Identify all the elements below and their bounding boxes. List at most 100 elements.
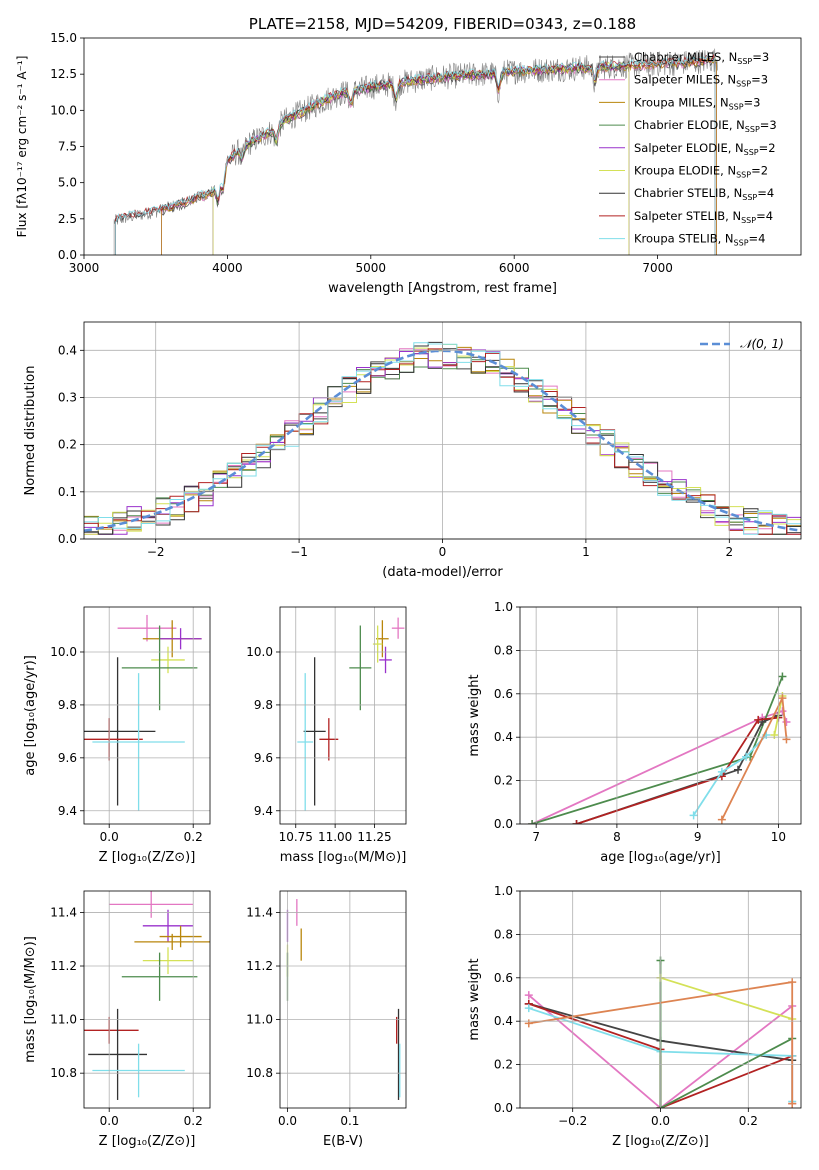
plus-marker xyxy=(788,1099,797,1108)
plus-marker xyxy=(778,672,787,681)
y-tick-label: 9.8 xyxy=(58,698,77,712)
y-tick-label: 12.5 xyxy=(50,67,77,81)
y-axis-label: Flux [fλ10⁻¹⁷ erg cm⁻² s⁻¹ A⁻¹] xyxy=(15,56,29,238)
x-tick-label: 0.0 xyxy=(278,1114,297,1128)
x-tick-label: 9 xyxy=(694,830,702,844)
axes-frame xyxy=(519,606,802,825)
legend-entry-nssp: , N xyxy=(720,164,736,178)
model-spectrum-chabrier-elodie xyxy=(212,62,630,255)
x-axis-label: (data-model)/error xyxy=(382,565,503,580)
axes-frame xyxy=(279,606,407,825)
y-tick-label: 0.4 xyxy=(58,343,77,357)
x-tick-label: 0.2 xyxy=(184,830,203,844)
model-spectrum-kroupa-elodie xyxy=(212,61,630,255)
errorbar-point xyxy=(88,1008,147,1100)
legend-entry-name: Salpeter ELODIE xyxy=(634,141,728,155)
legend-nssp-value: =2 xyxy=(751,164,768,178)
x-tick-label: 0.2 xyxy=(739,1114,758,1128)
axes-frame xyxy=(83,37,802,256)
plot-area xyxy=(84,341,801,535)
y-tick-label: 10.0 xyxy=(50,103,77,117)
legend-entry: Salpeter MILES, NSSP=3 xyxy=(634,73,768,89)
legend-entry: Salpeter ELODIE, NSSP=2 xyxy=(634,141,776,157)
errorbar-point xyxy=(159,628,202,650)
chart-mass-vs-EBV: 0.0 0.1 10.8 11.0 11.2 11.4 E(B-V) xyxy=(246,890,407,1149)
y-tick-label: 9.4 xyxy=(58,804,77,818)
legend-subscript: SSP xyxy=(734,239,749,248)
plot-area xyxy=(286,899,401,1100)
y-tick-label: 0.0 xyxy=(58,248,77,262)
legend-entry-nssp: , N xyxy=(718,232,734,246)
plus-marker xyxy=(734,765,743,774)
mass-weight-line xyxy=(660,976,793,1020)
axes-frame xyxy=(83,321,802,540)
y-axis-label: Normed distribution xyxy=(23,366,38,496)
legend-entry-nssp: , N xyxy=(720,73,736,87)
mass-weight-line xyxy=(531,676,784,824)
legend-gauss-label: 𝒩(0, 1) xyxy=(740,337,784,351)
legend-entry: Kroupa MILES, NSSP=3 xyxy=(634,95,761,111)
legend-entry-nssp: , N xyxy=(728,141,744,155)
y-tick-label: 0.8 xyxy=(494,927,513,941)
legend-entry-name: Kroupa ELODIE xyxy=(634,164,720,178)
model-spectrum-salpeter-miles xyxy=(160,58,717,255)
y-tick-label: 0.1 xyxy=(58,485,77,499)
plus-marker xyxy=(572,820,581,824)
model-spectrum-salpeter-stelib xyxy=(115,53,716,255)
axes-frame xyxy=(83,606,211,825)
legend-nssp-value: =3 xyxy=(760,118,777,132)
y-tick-label: 0.2 xyxy=(58,438,77,452)
legend-nssp-value: =2 xyxy=(759,141,776,155)
y-tick-label: 1.0 xyxy=(494,884,513,898)
chart-residuals: −2 −1 0 1 2 0.0 0.1 0.2 0.3 0.4 (data-model)/error… xyxy=(23,321,802,580)
x-axis-label: wavelength [Angstrom, rest frame] xyxy=(328,281,557,296)
x-axis-label: mass [log₁₀(M/M⊙)] xyxy=(280,850,407,865)
plus-marker xyxy=(782,735,791,744)
plus-marker xyxy=(524,991,533,1000)
errorbar-point xyxy=(151,646,185,674)
y-tick-label: 10.8 xyxy=(50,1066,77,1080)
x-axis-label: Z [log₁₀(Z/Z⊙)] xyxy=(99,1134,196,1149)
y-tick-label: 0.0 xyxy=(494,1101,513,1115)
y-tick-label: 0.8 xyxy=(494,643,513,657)
chart-title: PLATE=2158, MJD=54209, FIBERID=0343, z=0… xyxy=(249,15,636,33)
y-tick-label: 11.0 xyxy=(246,1013,273,1027)
model-spectrum-chabrier-miles xyxy=(160,57,717,255)
x-axis-label: Z [log₁₀(Z/Z⊙)] xyxy=(99,850,196,865)
y-tick-label: 10.8 xyxy=(246,1066,273,1080)
y-tick-label: 0.0 xyxy=(58,532,77,546)
y-tick-label: 9.6 xyxy=(254,751,273,765)
x-tick-label: 0.0 xyxy=(100,830,119,844)
y-tick-label: 5.0 xyxy=(58,176,77,190)
y-tick-label: 15.0 xyxy=(50,31,77,45)
legend-subscript: SSP xyxy=(744,148,759,157)
mass-weight-line xyxy=(659,960,793,1108)
legend-nssp-value: =3 xyxy=(744,95,761,109)
hist-kroupa-elodie xyxy=(84,344,801,535)
legend-entry-name: Chabrier ELODIE xyxy=(634,118,729,132)
x-axis-label: Z [log₁₀(Z/Z⊙)] xyxy=(612,1134,709,1149)
y-tick-label: 9.8 xyxy=(254,698,273,712)
legend-entry-nssp: , N xyxy=(713,95,729,109)
y-tick-label: 11.2 xyxy=(246,959,273,973)
errorbar-point xyxy=(303,657,326,806)
model-spectrum-chabrier-stelib xyxy=(115,56,716,255)
plot-area xyxy=(113,48,718,255)
y-tick-label: 0.0 xyxy=(494,817,513,831)
legend-entry-name: Chabrier STELIB xyxy=(634,186,726,200)
errorbar-point xyxy=(121,952,198,1001)
y-tick-label: 9.4 xyxy=(254,804,273,818)
x-tick-label: 2 xyxy=(725,545,733,559)
mass-weight-line xyxy=(576,716,779,824)
y-axis-label: mass [log₁₀(M/M⊙)] xyxy=(23,936,38,1063)
chart-mass-vs-Z: 0.0 0.2 10.8 11.0 11.2 11.4 Z [log₁₀(Z/Z⊙)] mas… xyxy=(23,890,211,1149)
x-tick-label: 3000 xyxy=(69,261,100,275)
legend-subscript: SSP xyxy=(736,80,751,89)
errorbar-point xyxy=(92,673,185,811)
x-tick-label: 5000 xyxy=(356,261,387,275)
y-tick-label: 11.4 xyxy=(50,905,77,919)
errorbar-point xyxy=(84,657,156,806)
y-tick-label: 10.0 xyxy=(50,645,77,659)
legend-nssp-value: =4 xyxy=(757,186,774,200)
errorbar-point xyxy=(159,925,202,948)
